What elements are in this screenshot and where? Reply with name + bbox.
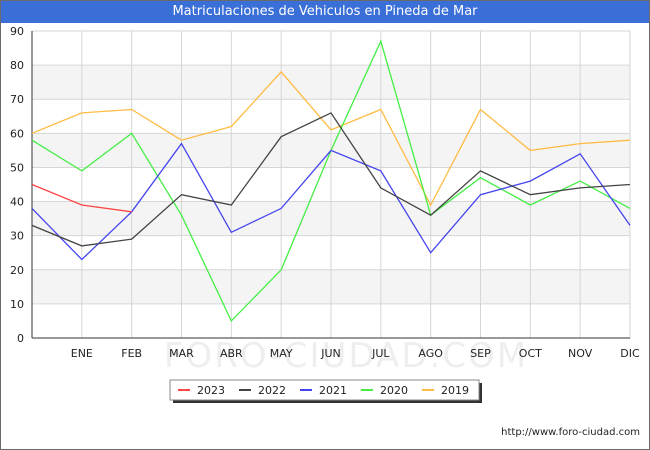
x-tick-label: AGO bbox=[418, 347, 443, 360]
series-line-2019 bbox=[31, 70, 631, 207]
y-tick-label: 90 bbox=[10, 25, 24, 38]
x-tick-label: ABR bbox=[220, 347, 243, 360]
footer-url: http://www.foro-ciudad.com bbox=[501, 427, 640, 438]
x-tick-label: MAY bbox=[270, 347, 293, 360]
x-tick-label: MAR bbox=[169, 347, 194, 360]
series-line-2022 bbox=[31, 112, 631, 247]
legend-label-2023: 2023 bbox=[197, 384, 225, 397]
y-tick-label: 40 bbox=[10, 196, 24, 209]
series-line-2023 bbox=[31, 183, 132, 213]
watermark-text: FORO-CIUDAD.COM bbox=[164, 336, 528, 376]
x-tick-label: JUL bbox=[371, 347, 390, 360]
x-tick-label: DIC bbox=[620, 347, 640, 360]
x-tick-label: NOV bbox=[568, 347, 593, 360]
y-tick-label: 80 bbox=[10, 59, 24, 72]
y-tick-label: 20 bbox=[10, 264, 24, 277]
legend-box bbox=[169, 379, 480, 401]
y-tick-label: 50 bbox=[10, 161, 24, 174]
legend-label-2021: 2021 bbox=[319, 384, 347, 397]
y-tick-label: 0 bbox=[17, 332, 24, 345]
chart-title: Matriculaciones de Vehiculos en Pineda d… bbox=[1, 1, 649, 23]
y-tick-label: 30 bbox=[10, 230, 24, 243]
legend-label-2020: 2020 bbox=[380, 384, 408, 397]
x-tick-label: JUN bbox=[320, 347, 341, 360]
y-tick-label: 70 bbox=[10, 93, 24, 106]
y-tick-label: 10 bbox=[10, 298, 24, 311]
legend-label-2019: 2019 bbox=[441, 384, 469, 397]
x-tick-label: OCT bbox=[519, 347, 542, 360]
y-tick-label: 60 bbox=[10, 127, 24, 140]
legend-label-2022: 2022 bbox=[258, 384, 286, 397]
x-tick-label: FEB bbox=[121, 347, 142, 360]
x-tick-label: ENE bbox=[71, 347, 93, 360]
x-tick-label: SEP bbox=[470, 347, 491, 360]
